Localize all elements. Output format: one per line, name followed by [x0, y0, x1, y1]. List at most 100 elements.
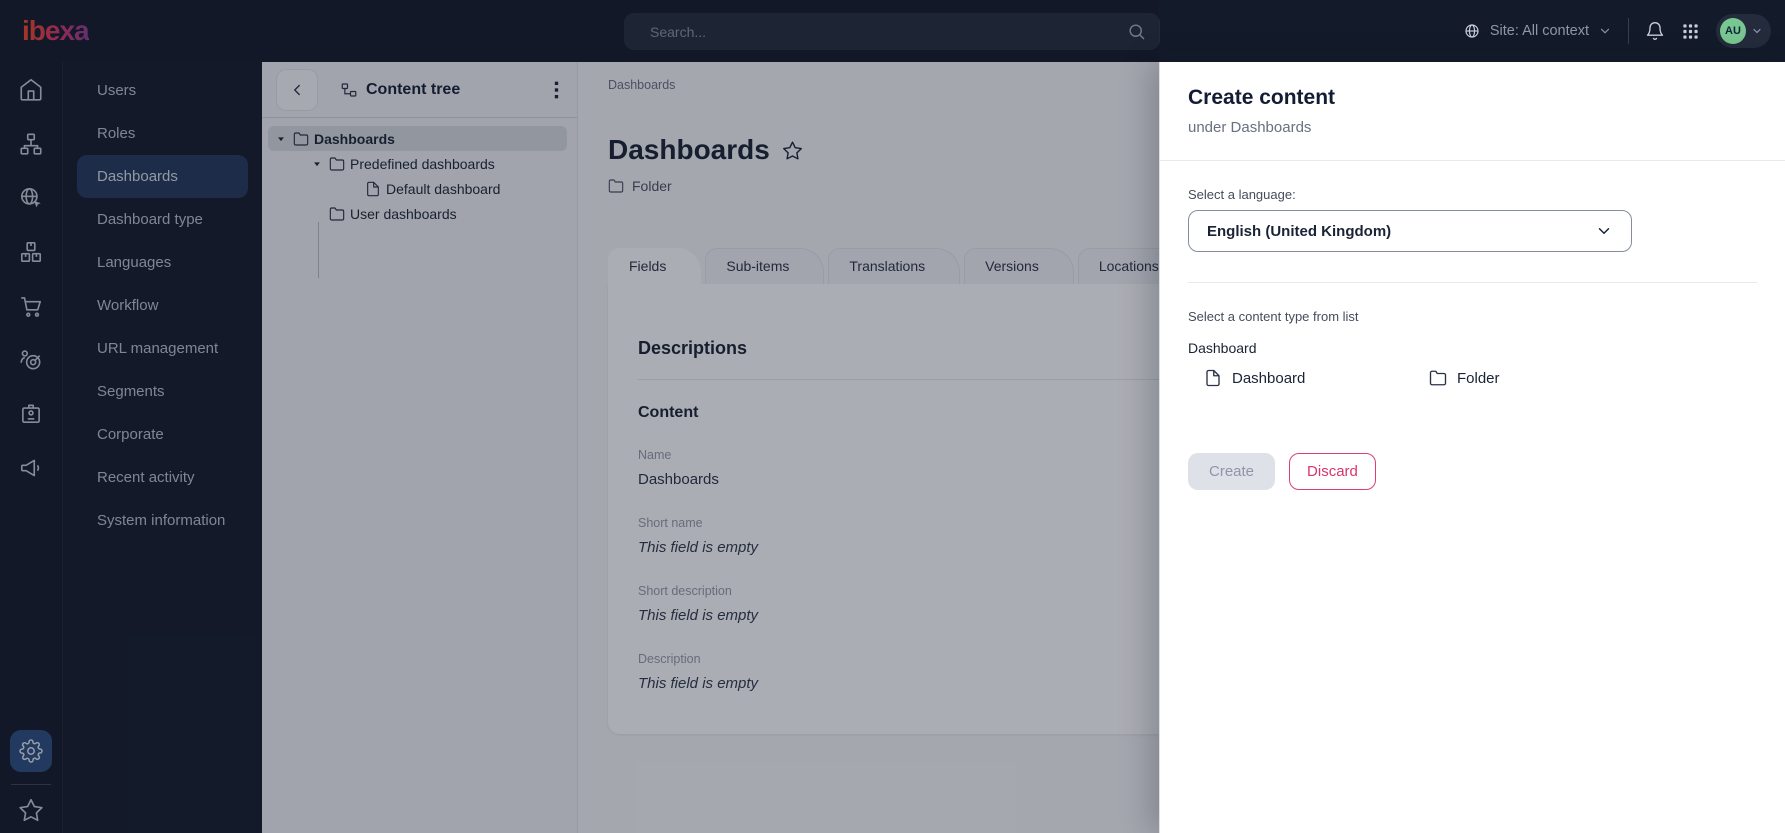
content-type-items: Dashboard Folder — [1188, 369, 1757, 387]
content-type-folder[interactable]: Folder — [1413, 369, 1638, 387]
caret-down-icon[interactable] — [310, 159, 324, 169]
menu-item-corporate[interactable]: Corporate — [97, 426, 164, 443]
menu-item-system-information[interactable]: System information — [97, 512, 226, 529]
chevron-down-icon — [1598, 228, 1610, 234]
hierarchy-icon — [340, 81, 358, 99]
collapse-tree-button[interactable] — [276, 68, 318, 111]
card-divider — [638, 379, 1190, 380]
content-type-list-label: Select a content type from list — [1188, 309, 1359, 324]
menu-item-users[interactable]: Users — [97, 82, 137, 99]
badge-icon[interactable] — [18, 401, 44, 427]
personalization-target-icon[interactable] — [18, 347, 44, 373]
caret-down-icon[interactable] — [274, 134, 288, 144]
content-type-group-label: Dashboard — [1188, 340, 1257, 356]
products-icon[interactable] — [18, 239, 44, 265]
folder-icon — [1429, 369, 1447, 387]
create-content-title: Create content — [1188, 86, 1336, 109]
chevron-down-icon — [1600, 28, 1610, 34]
menu-item-segments[interactable]: Segments — [97, 383, 165, 400]
menu-item-dashboard-type[interactable]: Dashboard type — [97, 211, 203, 228]
field-label: Short name — [638, 516, 703, 530]
megaphone-icon[interactable] — [18, 455, 44, 481]
tab-versions[interactable]: Versions — [964, 248, 1074, 284]
content-type-item-label: Dashboard — [1232, 369, 1306, 387]
search-icon[interactable] — [1127, 22, 1146, 46]
panel-divider — [1188, 282, 1757, 283]
tab-translations[interactable]: Translations — [828, 248, 961, 284]
field-value-empty: This field is empty — [638, 539, 759, 556]
app-grid-icon[interactable] — [1681, 22, 1700, 41]
field-label: Short description — [638, 584, 732, 598]
modal-backdrop — [0, 0, 1159, 833]
content-tree-rows: Dashboards Predefined dashboards Default… — [262, 118, 577, 278]
site-globe-icon[interactable] — [18, 185, 44, 211]
field-label: Name — [638, 448, 672, 462]
descriptions-title: Descriptions — [638, 338, 748, 358]
folder-icon — [329, 206, 345, 222]
tree-options-kebab-icon[interactable] — [547, 79, 565, 101]
search-input[interactable] — [624, 13, 1160, 50]
language-label: Select a language: — [1188, 187, 1296, 202]
file-icon — [365, 181, 381, 197]
page-title: Dashboards — [608, 134, 770, 165]
icon-rail-top — [18, 62, 44, 481]
tree-row[interactable]: Default dashboard — [340, 176, 567, 201]
sitemap-icon[interactable] — [18, 131, 44, 157]
cart-icon[interactable] — [18, 293, 44, 319]
notifications-bell-icon[interactable] — [1645, 21, 1665, 41]
menu-item-workflow[interactable]: Workflow — [97, 297, 159, 314]
favorite-star-icon[interactable] — [782, 140, 803, 161]
tree-row[interactable]: Predefined dashboards — [304, 151, 567, 176]
tree-row[interactable]: User dashboards — [304, 201, 567, 226]
site-context-label: Site: All context — [1489, 23, 1589, 39]
icon-rail-bottom — [10, 730, 52, 823]
tree-row-label: Predefined dashboards — [350, 155, 495, 172]
icon-rail — [0, 62, 63, 833]
content-type-item-label: Folder — [1457, 369, 1500, 387]
rail-divider — [11, 784, 51, 785]
content-group-title: Content — [638, 404, 699, 421]
tab-sub-items[interactable]: Sub-items — [705, 248, 825, 284]
menu-item-languages[interactable]: Languages — [97, 254, 172, 271]
field-label: Description — [638, 652, 701, 666]
global-search — [624, 13, 1160, 50]
field-value-empty: This field is empty — [638, 607, 759, 624]
discard-button[interactable]: Discard — [1289, 453, 1376, 490]
create-content-subtitle: under Dashboards — [1188, 119, 1312, 136]
tree-row[interactable]: Dashboards — [268, 126, 567, 151]
site-context-switcher[interactable]: Site: All context — [1463, 22, 1612, 40]
content-type-dashboard[interactable]: Dashboard — [1188, 369, 1413, 387]
tab-fields[interactable]: Fields — [608, 248, 702, 284]
gear-icon[interactable] — [10, 730, 52, 772]
chevron-left-icon — [294, 84, 300, 95]
tree-row-label: Default dashboard — [386, 180, 501, 197]
field-value-empty: This field is empty — [638, 675, 759, 692]
tree-row-label: User dashboards — [350, 205, 457, 222]
folder-icon — [608, 178, 624, 194]
avatar: AU — [1720, 18, 1746, 44]
content-type-label: Folder — [632, 178, 672, 194]
field-value: Dashboards — [638, 471, 719, 488]
create-content-panel: Create content under Dashboards Select a… — [1159, 62, 1785, 833]
menu-item-url-management[interactable]: URL management — [97, 340, 219, 357]
home-icon[interactable] — [18, 77, 44, 103]
create-button[interactable]: Create — [1188, 453, 1276, 490]
content-tree-title: Content tree — [366, 80, 461, 98]
file-icon — [1204, 369, 1222, 387]
menu-item-roles[interactable]: Roles — [97, 125, 136, 142]
top-bar-right: Site: All context AU — [1463, 14, 1785, 48]
menu-item-recent-activity[interactable]: Recent activity — [97, 469, 195, 486]
user-menu[interactable]: AU — [1716, 14, 1771, 48]
menu-item-dashboards[interactable]: Dashboards — [77, 155, 248, 198]
star-icon[interactable] — [18, 797, 44, 823]
content-tree-header: Content tree — [262, 62, 577, 118]
top-bar: ibexa Site: All context AU — [0, 0, 1785, 62]
chevron-down-icon — [1753, 28, 1761, 34]
breadcrumb[interactable]: Dashboards — [608, 78, 676, 92]
ibexa-logo: ibexa — [22, 15, 90, 46]
language-select[interactable]: English (United Kingdom) — [1188, 210, 1632, 252]
tree-indent-guide — [318, 222, 319, 278]
content-tree-panel: Content tree Dashboards Predefined dashb… — [262, 62, 578, 833]
globe-icon — [1463, 22, 1481, 40]
